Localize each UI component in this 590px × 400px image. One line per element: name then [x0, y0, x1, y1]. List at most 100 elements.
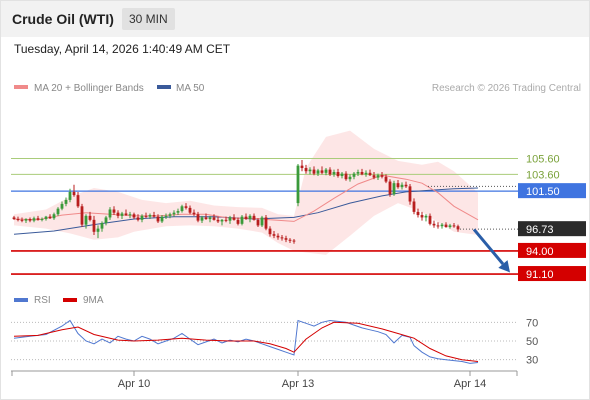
- candle: [240, 215, 244, 226]
- candle-body: [276, 235, 280, 238]
- candle-body: [388, 181, 392, 195]
- rsi-tick-30: 30: [526, 355, 538, 367]
- candle: [244, 213, 248, 220]
- candle: [352, 172, 356, 180]
- candle-body: [124, 213, 128, 216]
- candle-body: [328, 169, 332, 175]
- level-labels: 105.60 103.60 101.50 94.00 91.10 96.73: [518, 153, 586, 282]
- level-label-91.10-text: 91.10: [526, 269, 554, 281]
- candle-body: [172, 212, 176, 215]
- candle-body: [40, 219, 44, 221]
- candle-body: [136, 217, 140, 220]
- candle-body: [108, 209, 112, 218]
- rsi-tick-70: 70: [526, 317, 538, 329]
- candle-body: [152, 215, 156, 217]
- x-tick-label: Apr 14: [454, 378, 486, 390]
- candle-body: [272, 234, 276, 236]
- level-label-103.60-text: 103.60: [526, 169, 560, 181]
- candle: [356, 169, 360, 176]
- candle-body: [100, 223, 104, 229]
- candle: [252, 213, 256, 221]
- rsi-tick-50: 50: [526, 336, 538, 348]
- level-label-101.50-text: 101.50: [526, 186, 560, 198]
- header-bar: Crude Oil (WTI) 30 MIN: [1, 1, 589, 37]
- candle-body: [304, 168, 308, 172]
- candle: [400, 182, 404, 190]
- last-price-marker: [428, 185, 518, 230]
- level-label-91.10: 91.10: [518, 266, 586, 282]
- level-label-94.00-text: 94.00: [526, 246, 554, 258]
- candle: [280, 234, 284, 241]
- timeframe-badge[interactable]: 30 MIN: [122, 8, 175, 30]
- level-label-101.50-bg: [518, 183, 586, 199]
- candle-body: [188, 207, 192, 213]
- candle: [288, 238, 292, 243]
- candle-body: [432, 223, 436, 226]
- candle: [64, 197, 68, 207]
- candle-body: [236, 219, 240, 224]
- candle-body: [24, 219, 28, 221]
- candle-body: [144, 215, 148, 217]
- candle-body: [208, 217, 212, 220]
- candle: [348, 174, 352, 182]
- candle-body: [36, 218, 40, 220]
- candle-body: [220, 219, 224, 222]
- candle: [160, 215, 164, 224]
- rsi-ma-legend-label: 9MA: [83, 295, 104, 306]
- candle-body: [200, 217, 204, 221]
- candle: [212, 214, 216, 221]
- candle: [112, 206, 116, 216]
- candle: [208, 215, 212, 223]
- candle-body: [456, 226, 460, 230]
- rsi-line: [13, 319, 479, 364]
- candle: [376, 173, 380, 180]
- candle: [200, 215, 204, 224]
- candle-body: [356, 172, 360, 174]
- rsi-ma-line: [13, 321, 479, 362]
- candle: [28, 217, 32, 223]
- candle-body: [196, 214, 200, 221]
- candle: [360, 168, 364, 176]
- candle: [172, 210, 176, 217]
- candle-body: [16, 219, 20, 221]
- ma50-legend-swatch: [157, 85, 171, 89]
- candle: [144, 212, 148, 219]
- candle: [332, 169, 336, 177]
- candle: [124, 209, 128, 216]
- candle: [60, 201, 64, 211]
- candle: [12, 215, 16, 220]
- candle: [32, 216, 36, 223]
- candle: [276, 233, 280, 240]
- candle: [72, 184, 76, 197]
- candle-body: [452, 225, 456, 227]
- candle: [416, 208, 420, 218]
- rsi-legend-swatch: [14, 298, 28, 302]
- candle-body: [248, 215, 252, 220]
- candle: [300, 160, 304, 172]
- x-axis: Apr 10 Apr 13 Apr 14: [11, 370, 518, 390]
- candle-body: [156, 216, 160, 222]
- candle-body: [332, 172, 336, 175]
- candle-body: [44, 216, 48, 220]
- candle: [68, 188, 72, 203]
- candle-body: [204, 217, 208, 220]
- candle-body: [116, 212, 120, 216]
- rsi-panel: 30 50 70: [11, 317, 538, 367]
- candle-body: [84, 215, 88, 225]
- forecast-arrow-head: [498, 260, 510, 273]
- candle: [92, 215, 96, 235]
- candle: [420, 211, 424, 221]
- candle-body: [292, 240, 296, 242]
- candle-body: [216, 219, 220, 222]
- instrument-title: Crude Oil (WTI): [12, 11, 114, 27]
- candle: [168, 212, 172, 219]
- candle-body: [444, 224, 448, 228]
- candle-body: [232, 217, 236, 220]
- candle: [344, 171, 348, 181]
- candle: [396, 179, 400, 189]
- level-label-94.00: 94.00: [518, 242, 586, 258]
- rsi-legend-label: RSI: [34, 295, 51, 306]
- candle-body: [164, 215, 168, 217]
- candle-body: [224, 219, 228, 221]
- candle-body: [148, 215, 152, 217]
